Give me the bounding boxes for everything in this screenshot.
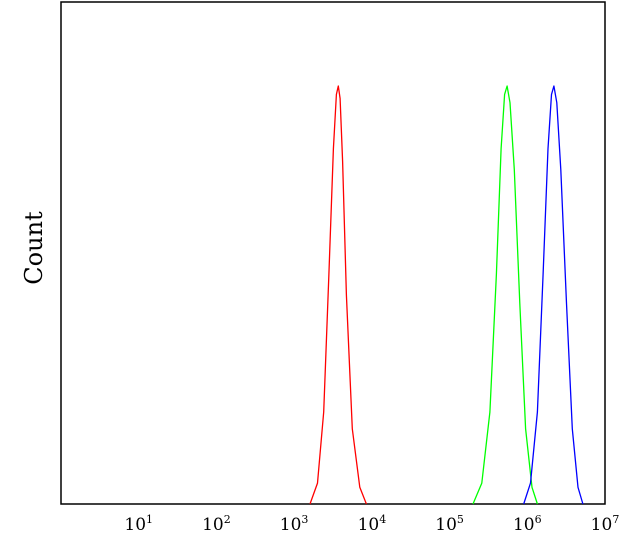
x-tick-label-10000: 104 [358,513,387,535]
x-tick-labels: 101 102 103 104 105 106 107 [124,513,619,535]
series-line-1 [309,85,368,505]
x-tick-label-1000000: 106 [513,513,542,535]
plot-frame [60,1,606,505]
x-tick-label-10: 101 [124,513,153,535]
x-tick-label-100: 102 [202,513,231,535]
series-line-3 [523,85,584,505]
series-group [309,85,584,505]
x-tick-label-10000000: 107 [591,513,620,535]
y-axis-label: Count [20,211,48,285]
series-line-2 [472,85,539,505]
x-tick-label-1000: 103 [280,513,309,535]
x-tick-label-100000: 105 [435,513,464,535]
